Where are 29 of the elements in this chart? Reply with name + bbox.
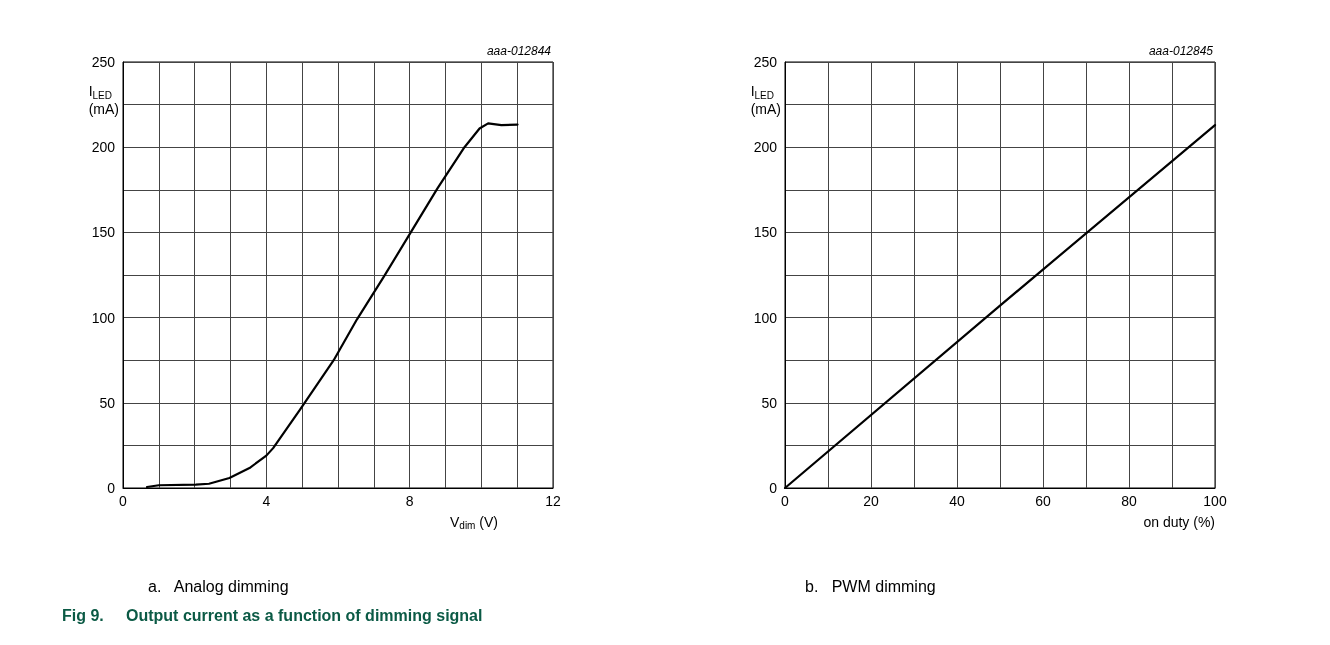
- x-axis-title: Vdim (V): [450, 514, 499, 531]
- x-tick-label: 40: [949, 493, 965, 509]
- text: b. PWM dimming: [805, 577, 936, 595]
- caption: Fig 9. Output current as a function of dimming signal: [62, 606, 483, 624]
- x-tick-label: 8: [405, 493, 414, 509]
- x-tick-label: 80: [1121, 493, 1137, 509]
- y-tick-label: 250: [753, 54, 778, 70]
- y-tick-label: 100: [753, 309, 778, 326]
- y-tick-label: 150: [91, 224, 116, 241]
- x-tick-label: 60: [1035, 493, 1051, 509]
- text: aaa-012844: [486, 44, 552, 58]
- x-tick-label: 20: [863, 493, 879, 509]
- x-tick-label: 4: [262, 493, 271, 509]
- y-tick-label: 50: [99, 394, 116, 411]
- x-tick-label: 100: [1203, 493, 1227, 509]
- y-tick-label: 100: [91, 309, 116, 326]
- y-tick-label: 0: [769, 480, 778, 496]
- x-tick-label: 12: [545, 493, 561, 509]
- x-axis-title: on duty (%): [1143, 514, 1216, 530]
- text: aaa-012845: [1148, 44, 1214, 58]
- text: a. Analog dimming: [148, 577, 289, 595]
- x-tick-label: 0: [119, 493, 128, 509]
- y-tick-label: 200: [91, 139, 116, 156]
- x-tick-label: 0: [781, 493, 790, 509]
- y-tick-label: 150: [753, 224, 778, 241]
- y-tick-label: 50: [761, 394, 778, 411]
- y-tick-label: 200: [753, 139, 778, 156]
- y-tick-label: 250: [91, 54, 116, 70]
- y-tick-label: 0: [107, 480, 116, 496]
